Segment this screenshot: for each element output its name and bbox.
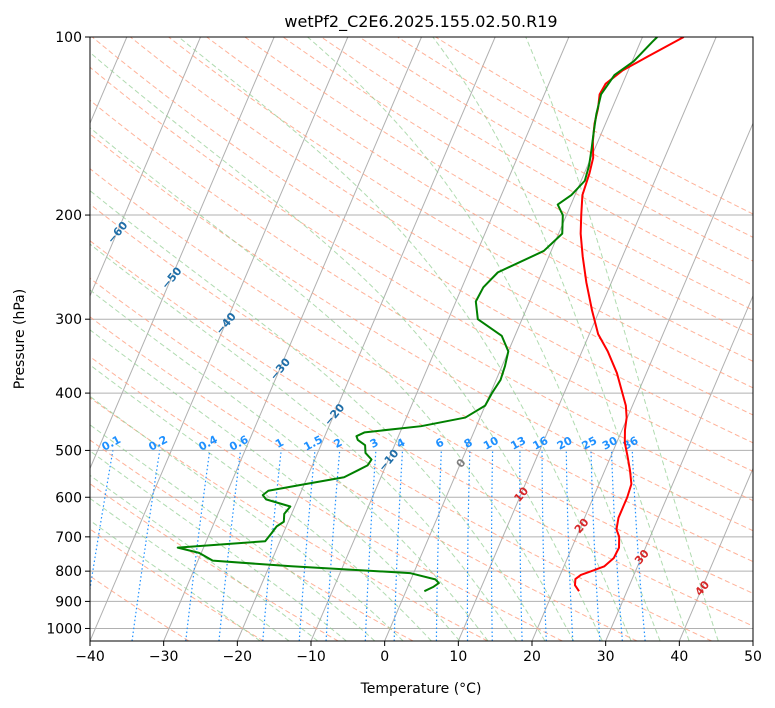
mixing-ratio-label: 16 [531, 434, 551, 453]
isotherm-line [531, 122, 753, 641]
y-tick-label: 400 [55, 386, 82, 402]
x-axis-label: Temperature (°C) [360, 681, 482, 697]
moist-adiabat-line [90, 51, 603, 641]
chart-title: wetPf2_C2E6.2025.155.02.50.R19 [284, 12, 557, 32]
mixing-ratio-label: 10 [481, 434, 501, 453]
moist-adiabat-line [90, 243, 517, 641]
moist-adiabat-line [90, 190, 546, 641]
mixing-ratio-line [262, 450, 282, 641]
moist-adiabat-line [178, 37, 632, 641]
mixing-ratio-line [364, 450, 377, 641]
mixing-ratio-line [490, 450, 494, 641]
x-tick-label: −30 [149, 649, 179, 665]
moist-adiabat-line [90, 289, 489, 641]
moist-adiabat-line [90, 364, 432, 641]
isotherm-line [90, 37, 349, 641]
background-lines [90, 37, 753, 641]
dry-adiabat-line [244, 37, 753, 336]
y-tick-label: 300 [55, 312, 82, 328]
mixing-ratio-line [325, 450, 341, 641]
moist-adiabat-line [432, 37, 690, 641]
y-axis: 100 200 300 400 500 600 700 800 900 1000 [46, 30, 90, 637]
x-tick-label: 30 [597, 649, 615, 665]
mixing-ratio-line [185, 450, 211, 641]
moist-adiabat-line [525, 37, 719, 641]
mixing-ratio-line [131, 450, 161, 641]
mixing-ratio-line [631, 450, 646, 641]
x-tick-label: 10 [449, 649, 467, 665]
mixing-ratio-label: 20 [555, 434, 575, 453]
x-tick-label: −10 [296, 649, 326, 665]
dry-adiabat-line [90, 99, 753, 502]
mixing-ratio-label: 25 [580, 434, 600, 453]
isotherm-line [90, 37, 275, 470]
mixing-ratio-line [218, 450, 242, 641]
isotherm-line [236, 37, 496, 641]
mixing-ratio-label: 30 [600, 434, 620, 453]
y-tick-label: 900 [55, 594, 82, 610]
x-tick-label: 0 [380, 649, 389, 665]
dry-adiabat-line [90, 133, 753, 532]
x-tick-label: 50 [744, 649, 762, 665]
mixing-ratio-line [90, 450, 114, 593]
isotherm-line [457, 37, 717, 641]
moist-adiabat-line [90, 450, 347, 641]
y-axis-label: Pressure (hPa) [12, 289, 28, 389]
y-tick-label: 500 [55, 443, 82, 459]
x-tick-label: −40 [75, 649, 105, 665]
moist-adiabat-line [90, 519, 261, 641]
dry-adiabat-line [90, 528, 264, 641]
isotherm-line [163, 37, 422, 641]
mixing-ratio-line [435, 450, 442, 641]
mixing-ratio-line [298, 450, 316, 641]
y-tick-label: 100 [55, 30, 82, 46]
x-tick-label: 40 [670, 649, 688, 665]
x-tick-label: 20 [523, 649, 541, 665]
dry-adiabat-line [90, 240, 753, 627]
y-tick-label: 700 [55, 530, 82, 546]
mixing-ratio-line [541, 450, 547, 641]
y-tick-label: 1000 [46, 621, 82, 637]
x-axis: −40 −30 −20 −10 0 10 20 30 40 50 [75, 641, 762, 665]
moist-adiabat-line [90, 424, 376, 641]
plot-frame [89, 36, 754, 642]
dry-adiabat-line [359, 37, 753, 262]
mixing-ratio-line [590, 450, 601, 641]
dry-adiabat-line [282, 37, 753, 311]
dry-adiabat-line [90, 168, 753, 563]
mixing-ratio-line [519, 450, 523, 641]
y-tick-label: 200 [55, 208, 82, 224]
dewpoint-line [176, 37, 658, 593]
moist-adiabat-line [90, 329, 461, 641]
isotherm-line [605, 294, 753, 641]
dry-adiabat-line [397, 37, 753, 238]
dry-adiabat-line [90, 439, 414, 641]
dry-adiabat-line [91, 37, 753, 444]
y-tick-label: 600 [55, 490, 82, 506]
y-tick-label: 800 [55, 564, 82, 580]
dry-adiabat-line [90, 316, 638, 641]
isotherm-line [90, 37, 201, 298]
isotherm-line [678, 467, 753, 641]
dry-adiabat-line [168, 37, 753, 389]
moist-adiabat-line [90, 127, 575, 641]
profile-series [176, 37, 685, 593]
mixing-ratio-line [393, 450, 404, 641]
dry-adiabat-line [206, 37, 753, 362]
mixing-ratio-line [610, 450, 623, 641]
mixing-ratio-label: 13 [508, 434, 528, 453]
dry-adiabat-line [90, 203, 753, 594]
dry-adiabat-line [130, 37, 753, 416]
mixing-ratio-line [565, 450, 574, 641]
isotherm-line [384, 37, 643, 641]
dry-adiabat-line [90, 277, 712, 641]
x-tick-label: −20 [223, 649, 253, 665]
dry-adiabat-line [90, 483, 339, 641]
dry-adiabat-line [90, 66, 753, 472]
mixing-ratio-line [466, 450, 471, 641]
